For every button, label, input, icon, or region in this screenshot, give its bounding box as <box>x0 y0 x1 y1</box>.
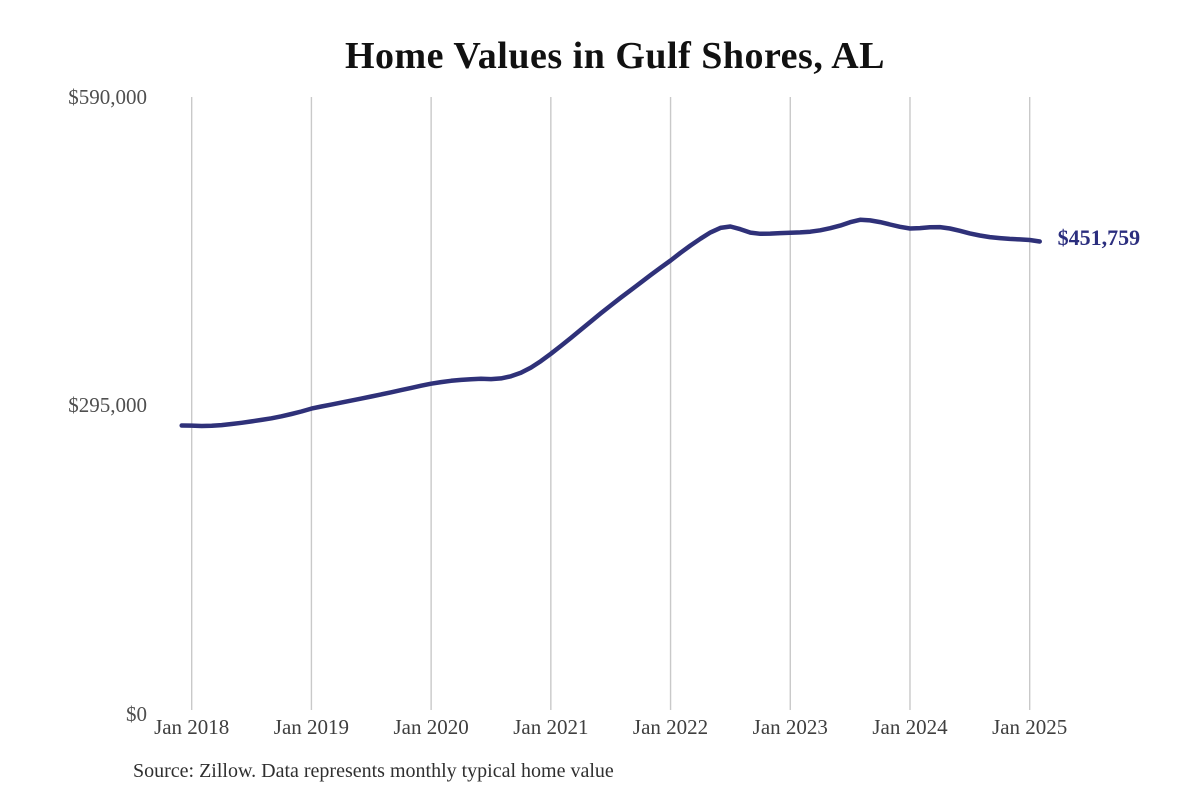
x-tick-label: Jan 2020 <box>393 715 469 739</box>
source-attribution: Source: Zillow. Data represents monthly … <box>133 760 614 782</box>
chart-title: Home Values in Gulf Shores, AL <box>344 35 886 77</box>
x-tick-label: Jan 2023 <box>752 715 828 739</box>
home-value-line-series <box>179 217 1042 429</box>
x-tick-label: Jan 2022 <box>632 715 709 739</box>
latest-value-label: $451,759 <box>1057 224 1141 250</box>
vertical-gridlines <box>190 97 1031 710</box>
x-tick-label: Jan 2024 <box>872 715 948 739</box>
x-tick-label: Jan 2021 <box>513 715 589 739</box>
x-tick-label: Jan 2018 <box>154 715 230 739</box>
x-tick-label: Jan 2025 <box>992 715 1068 739</box>
y-tick-label: $590,000 <box>68 85 147 109</box>
y-tick-label: $295,000 <box>68 393 147 418</box>
y-tick-label: $0 <box>126 701 147 726</box>
x-tick-label: Jan 2019 <box>273 715 350 739</box>
